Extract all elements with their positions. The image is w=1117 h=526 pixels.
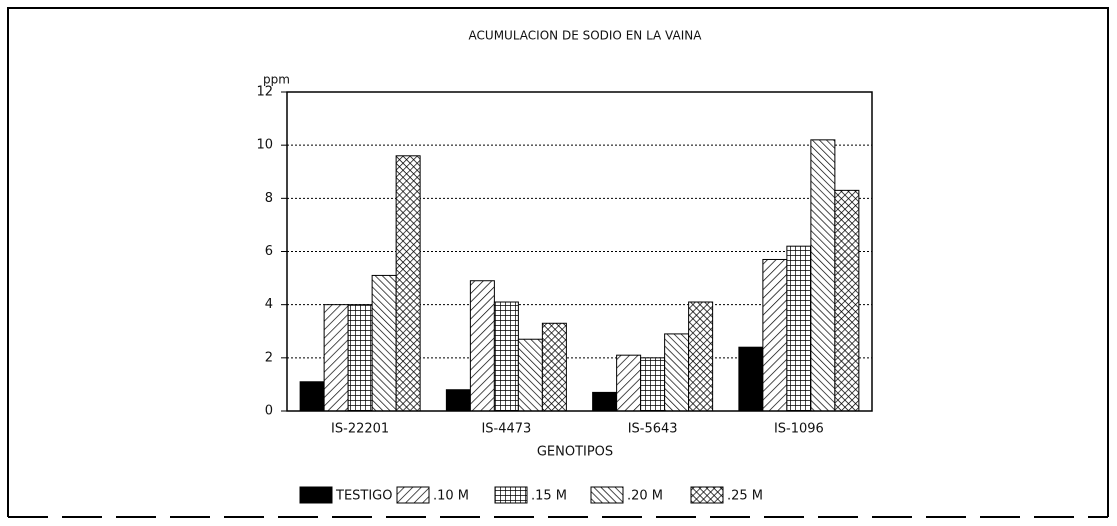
bar: [347, 304, 373, 412]
bar: [395, 155, 421, 412]
bar: [323, 304, 349, 412]
y-tick-label: 12: [256, 85, 273, 100]
legend-label: TESTIGO: [335, 489, 393, 504]
x-tick-label: IS-1096: [774, 422, 824, 437]
legend-swatch: [396, 486, 430, 504]
bar: [493, 301, 519, 412]
bar: [738, 346, 764, 412]
bar: [445, 389, 471, 412]
x-tick-label: IS-5643: [628, 422, 678, 437]
bar: [299, 381, 325, 412]
legend-swatch: [494, 486, 528, 504]
bar: [469, 280, 495, 412]
bar: [541, 322, 567, 412]
legend-swatch: [690, 486, 724, 504]
plot-border: [286, 91, 873, 412]
y-tick-label: 0: [265, 404, 273, 419]
bar: [834, 189, 860, 412]
bar: [762, 258, 788, 412]
bar: [810, 139, 836, 412]
legend-label: .15 M: [531, 489, 567, 504]
frame: [7, 7, 1109, 517]
bar: [371, 274, 397, 412]
bar: [664, 333, 690, 412]
legend-swatch: [590, 486, 624, 504]
x-axis-label: GENOTIPOS: [537, 445, 613, 460]
chart-title: ACUMULACION DE SODIO EN LA VAINA: [469, 29, 703, 43]
bar: [592, 391, 618, 412]
legend-label: .25 M: [727, 489, 763, 504]
bar: [640, 357, 666, 412]
y-axis-label: ppm: [263, 73, 290, 87]
legend-label: .10 M: [433, 489, 469, 504]
legend-swatch: [299, 486, 333, 504]
y-tick-label: 10: [256, 138, 273, 153]
x-tick-label: IS-22201: [331, 422, 389, 437]
bar: [786, 245, 812, 412]
y-tick-label: 2: [265, 350, 273, 365]
bar: [688, 301, 714, 412]
y-tick-label: 4: [265, 297, 273, 312]
y-tick-label: 6: [265, 244, 273, 259]
bar: [616, 354, 642, 412]
bar: [517, 338, 543, 412]
legend-label: .20 M: [627, 489, 663, 504]
x-tick-label: IS-4473: [481, 422, 531, 437]
y-tick-label: 8: [265, 191, 273, 206]
